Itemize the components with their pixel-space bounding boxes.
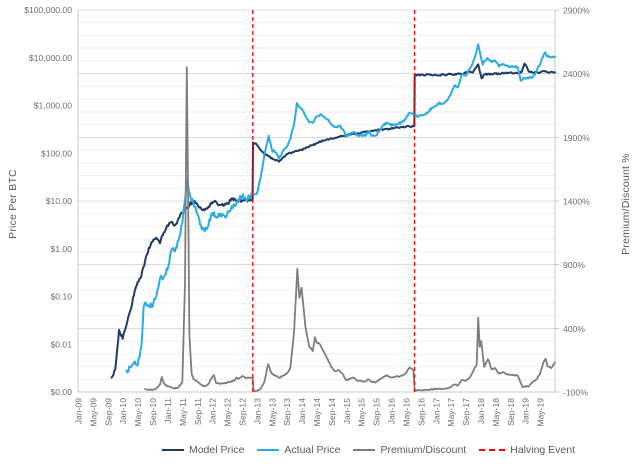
y-right-tick-label: -100% [563, 388, 588, 398]
series-line-model-price [110, 62, 556, 379]
y-left-tick-label: $1,000.00 [34, 101, 72, 111]
y-right-tick-label: 900% [563, 260, 585, 270]
x-tick-label: Sep-10 [148, 398, 158, 426]
x-tick-label: Sep-13 [282, 398, 292, 426]
x-tick-label: May-13 [267, 398, 277, 427]
x-tick-label: Sep-14 [327, 398, 337, 426]
actual-price-line-swatch [257, 449, 280, 451]
x-tick-label: Sep-18 [506, 398, 516, 426]
x-tick-label: May-11 [178, 398, 188, 426]
x-tick-label: May-17 [446, 398, 456, 427]
legend-item-premium-discount: Premium/Discount [353, 444, 466, 456]
y-left-tick-label: $0.10 [50, 292, 72, 302]
y-left-tick-label: $1.00 [50, 244, 72, 254]
model-price-line-swatch [161, 449, 184, 451]
x-tick-label: May-15 [357, 398, 367, 427]
y-right-tick-label: 1400% [563, 197, 590, 207]
x-tick-label: Sep-15 [372, 398, 382, 426]
x-tick-label: Jan-10 [118, 398, 128, 424]
x-tick-label: Sep-17 [461, 398, 471, 426]
y-right-tick-label: 2900% [563, 6, 590, 16]
legend-item-model-price: Model Price [161, 444, 245, 456]
y-left-tick-label: $10,000.00 [29, 53, 72, 63]
x-tick-label: May-10 [133, 398, 143, 427]
x-tick-label: Jan-18 [476, 398, 486, 424]
x-tick-label: Jan-15 [342, 398, 352, 424]
y-right-tick-label: 1900% [563, 133, 590, 143]
x-tick-label: May-14 [312, 398, 322, 427]
legend-label-model-price: Model Price [188, 444, 245, 456]
x-tick-label: May-19 [536, 398, 546, 427]
left-axis-title: Price Per BTC [7, 169, 19, 239]
legend-item-halving-event: Halving Event [479, 444, 575, 456]
chart-legend: Model Price Actual Price Premium/Discoun… [0, 441, 637, 459]
x-tick-label: Jan-14 [297, 398, 307, 424]
y-left-tick-label: $10.00 [46, 196, 73, 206]
legend-label-actual-price: Actual Price [284, 444, 341, 456]
x-tick-label: May-09 [88, 398, 98, 427]
x-tick-label: Jan-16 [387, 398, 397, 424]
x-tick-label: Jan-11 [163, 398, 173, 424]
y-right-tick-label: 2400% [563, 69, 590, 79]
x-tick-label: Sep-11 [193, 398, 203, 425]
legend-label-premium-discount: Premium/Discount [380, 444, 467, 456]
x-tick-label: Jan-12 [208, 398, 218, 424]
x-tick-label: May-12 [223, 398, 233, 427]
legend-label-halving-event: Halving Event [510, 444, 576, 456]
x-tick-label: Jan-19 [521, 398, 531, 424]
y-left-tick-label: $0.01 [50, 339, 72, 349]
x-tick-label: Jan-13 [252, 398, 262, 424]
right-axis-title: Premium/Discount % [620, 153, 632, 255]
y-right-tick-label: 400% [563, 324, 585, 334]
series-line-actual-price [125, 43, 556, 374]
halving-event-dashed-swatch [479, 449, 506, 451]
x-tick-label: Sep-12 [237, 398, 247, 426]
x-tick-label: May-18 [491, 398, 501, 427]
x-tick-label: Sep-09 [103, 398, 113, 426]
series-line-premium-discount [144, 66, 556, 393]
y-left-tick-label: $100,000.00 [24, 5, 72, 15]
y-left-tick-label: $100.00 [41, 148, 72, 158]
x-tick-label: Sep-16 [416, 398, 426, 426]
y-left-tick-label: $0.00 [50, 387, 72, 397]
legend-item-actual-price: Actual Price [257, 444, 340, 456]
x-tick-label: May-16 [401, 398, 411, 427]
x-tick-label: Jan-17 [431, 398, 441, 424]
x-tick-label: Jan-09 [74, 398, 84, 424]
premium-discount-line-swatch [353, 449, 376, 451]
